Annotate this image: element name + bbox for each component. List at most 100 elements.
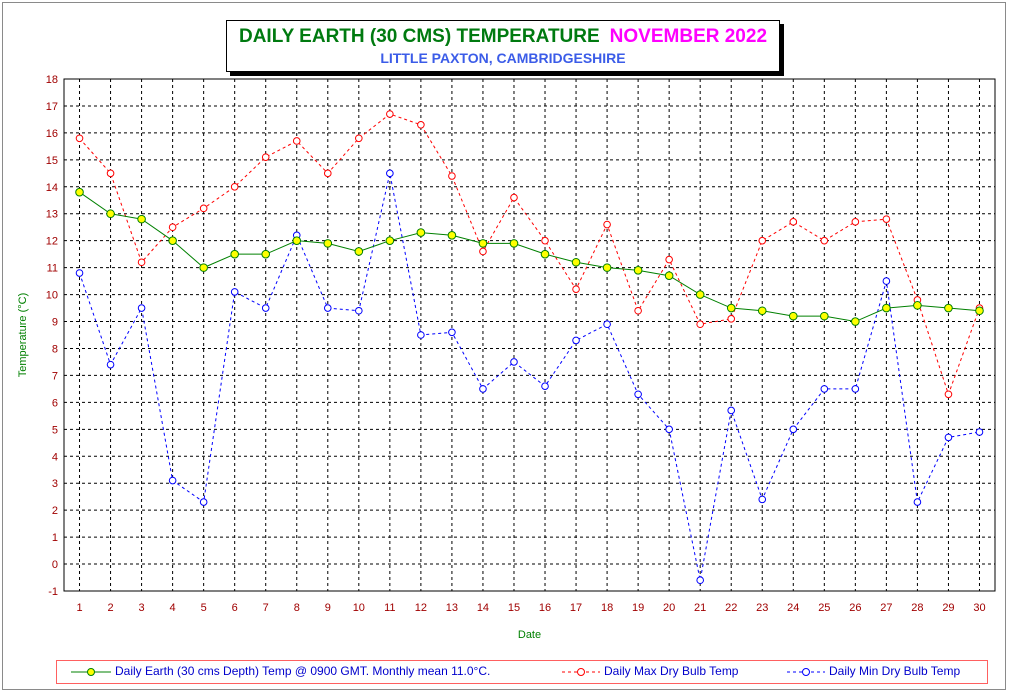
y-tick-label: 14: [46, 182, 58, 194]
data-point-s2-d14: [479, 385, 487, 393]
plot-area: [64, 79, 995, 591]
x-tick-label: 8: [294, 602, 300, 614]
y-tick-label: 13: [46, 209, 58, 221]
x-tick-label: 27: [880, 602, 892, 614]
data-point-s2-d21: [696, 576, 704, 585]
x-tick-label: 18: [601, 602, 613, 614]
data-point-s0-d22: [726, 303, 736, 313]
x-tick-label: 28: [911, 602, 923, 614]
data-point-s2-d28: [913, 498, 922, 506]
data-point-s2-d24: [789, 425, 798, 434]
x-tick-label: 11: [384, 602, 395, 614]
data-point-s1-d6: [230, 182, 239, 191]
data-point-s0-d16: [540, 249, 550, 259]
data-point-s0-d28: [913, 301, 922, 310]
x-tick-label: 4: [170, 602, 176, 614]
data-point-s1-d3: [137, 258, 146, 267]
data-point-s1-d10: [355, 134, 363, 143]
data-point-s0-d2: [106, 209, 115, 219]
data-point-s2-d19: [634, 390, 642, 399]
data-point-s1-d27: [882, 215, 891, 223]
data-point-s0-d3: [137, 214, 146, 224]
x-tick-label: 24: [787, 602, 799, 614]
y-tick-label: 3: [52, 478, 58, 490]
series-line-0: [79, 191, 980, 323]
title-month: NOVEMBER 2022: [609, 26, 768, 47]
legend-swatch-min: [787, 668, 825, 676]
data-point-s1-d14: [479, 247, 487, 256]
data-point-s1-d23: [758, 236, 767, 245]
y-tick-label: 0: [52, 559, 58, 571]
y-tick-label: 11: [47, 263, 58, 275]
y-tick-label: 18: [46, 74, 58, 86]
data-point-s0-d6: [230, 249, 239, 259]
data-point-s0-d14: [478, 239, 488, 248]
data-point-s0-d15: [509, 239, 519, 248]
data-point-s0-d1: [75, 187, 84, 197]
data-point-s1-d4: [168, 223, 177, 232]
y-tick-label: -1: [48, 586, 58, 598]
y-tick-label: 5: [52, 424, 58, 436]
y-tick-label: 2: [52, 505, 58, 517]
data-point-s2-d9: [323, 304, 332, 312]
data-point-s1-d1: [75, 134, 84, 143]
data-point-s2-d25: [820, 385, 829, 393]
data-point-s2-d11: [386, 169, 394, 178]
data-point-s1-d22: [727, 315, 736, 323]
data-point-s1-d13: [448, 172, 456, 180]
y-tick-label: 6: [52, 397, 58, 409]
data-point-s2-d30: [975, 428, 984, 436]
data-point-s1-d26: [851, 218, 860, 226]
x-tick-label: 15: [508, 602, 520, 614]
data-point-s0-d7: [261, 249, 271, 259]
data-point-s2-d26: [851, 385, 860, 393]
data-point-s0-d18: [602, 263, 612, 272]
x-tick-label: 1: [76, 602, 82, 614]
data-point-s0-d23: [757, 306, 767, 316]
x-tick-label: 25: [818, 602, 830, 614]
data-point-s1-d20: [665, 255, 673, 264]
x-tick-label: 5: [201, 602, 207, 614]
x-tick-label: 7: [263, 602, 269, 614]
y-tick-label: 8: [52, 343, 58, 355]
data-point-s1-d25: [820, 236, 829, 245]
data-point-s1-d9: [323, 169, 332, 178]
y-tick-label: 16: [46, 128, 58, 140]
data-point-s0-d26: [851, 317, 860, 326]
data-point-s0-d25: [820, 311, 829, 321]
data-point-s1-d24: [789, 218, 798, 226]
y-tick-label: 17: [46, 101, 58, 113]
data-point-s1-d29: [944, 390, 953, 399]
data-point-s2-d3: [137, 304, 146, 312]
data-point-s1-d19: [634, 306, 642, 315]
x-tick-label: 26: [849, 602, 861, 614]
x-tick-label: 6: [232, 602, 238, 614]
data-point-s2-d20: [665, 425, 673, 434]
data-point-s2-d12: [417, 331, 425, 339]
y-tick-label: 12: [46, 236, 58, 248]
data-point-s2-d1: [75, 269, 84, 277]
data-point-s0-d17: [571, 257, 581, 267]
data-point-s2-d13: [448, 328, 456, 337]
data-point-s2-d23: [758, 495, 767, 504]
legend-swatch-earth: [71, 668, 111, 676]
x-tick-label: 2: [107, 602, 113, 614]
data-point-s0-d24: [788, 311, 798, 321]
y-tick-label: 9: [52, 317, 58, 329]
series-line-1: [79, 113, 980, 396]
data-point-s2-d18: [603, 320, 611, 329]
x-tick-label: 13: [446, 602, 458, 614]
data-point-s0-d11: [385, 236, 395, 245]
data-point-s2-d4: [168, 476, 177, 485]
data-point-s1-d17: [572, 285, 580, 293]
y-axis-label: Temperature (°C): [17, 293, 29, 377]
x-tick-label: 10: [353, 602, 365, 614]
x-tick-label: 3: [139, 602, 145, 614]
data-point-s0-d4: [168, 236, 177, 245]
x-axis-label: Date: [518, 629, 541, 641]
data-point-s1-d11: [386, 110, 394, 118]
legend-label-max: Daily Max Dry Bulb Temp: [604, 664, 739, 678]
data-point-s1-d8: [292, 137, 301, 145]
x-tick-label: 16: [539, 602, 551, 614]
data-point-s1-d12: [417, 121, 425, 129]
